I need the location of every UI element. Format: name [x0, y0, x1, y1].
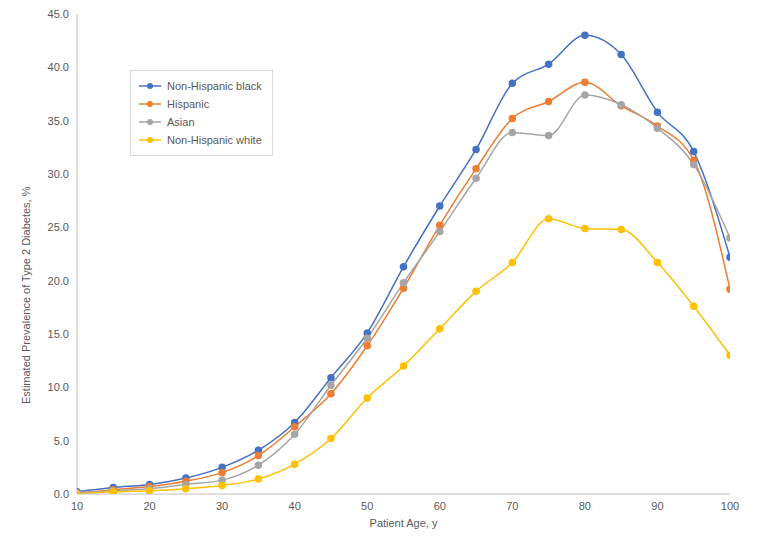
svg-text:90: 90: [651, 500, 663, 512]
svg-text:0.0: 0.0: [54, 488, 69, 500]
svg-text:5.0: 5.0: [54, 435, 69, 447]
svg-text:20.0: 20.0: [48, 275, 69, 287]
svg-text:80: 80: [579, 500, 591, 512]
svg-text:20: 20: [143, 500, 155, 512]
html-text:Non-Hispanic white: Non-Hispanic white: [167, 134, 262, 146]
svg-text:10.0: 10.0: [48, 381, 69, 393]
svg-text:35.0: 35.0: [48, 115, 69, 127]
svg-text:30.0: 30.0: [48, 168, 69, 180]
svg-text:Estimated Prevalence of Type 2: Estimated Prevalence of Type 2 Diabetes,…: [20, 186, 32, 404]
svg-text:70: 70: [506, 500, 518, 512]
svg-text:Patient Age, y: Patient Age, y: [370, 517, 438, 529]
svg-text:60: 60: [434, 500, 446, 512]
svg-text:40.0: 40.0: [48, 61, 69, 73]
svg-text:10: 10: [71, 500, 83, 512]
svg-text:25.0: 25.0: [48, 221, 69, 233]
svg-text:30: 30: [216, 500, 228, 512]
html-text:Hispanic: Hispanic: [167, 98, 210, 110]
svg-text:45.0: 45.0: [48, 8, 69, 20]
svg-text:100: 100: [721, 500, 739, 512]
html-text:Asian: Asian: [167, 116, 195, 128]
svg-text:50: 50: [361, 500, 373, 512]
svg-text:15.0: 15.0: [48, 328, 69, 340]
svg-text:40: 40: [289, 500, 301, 512]
html-text:Non-Hispanic black: Non-Hispanic black: [167, 80, 262, 92]
